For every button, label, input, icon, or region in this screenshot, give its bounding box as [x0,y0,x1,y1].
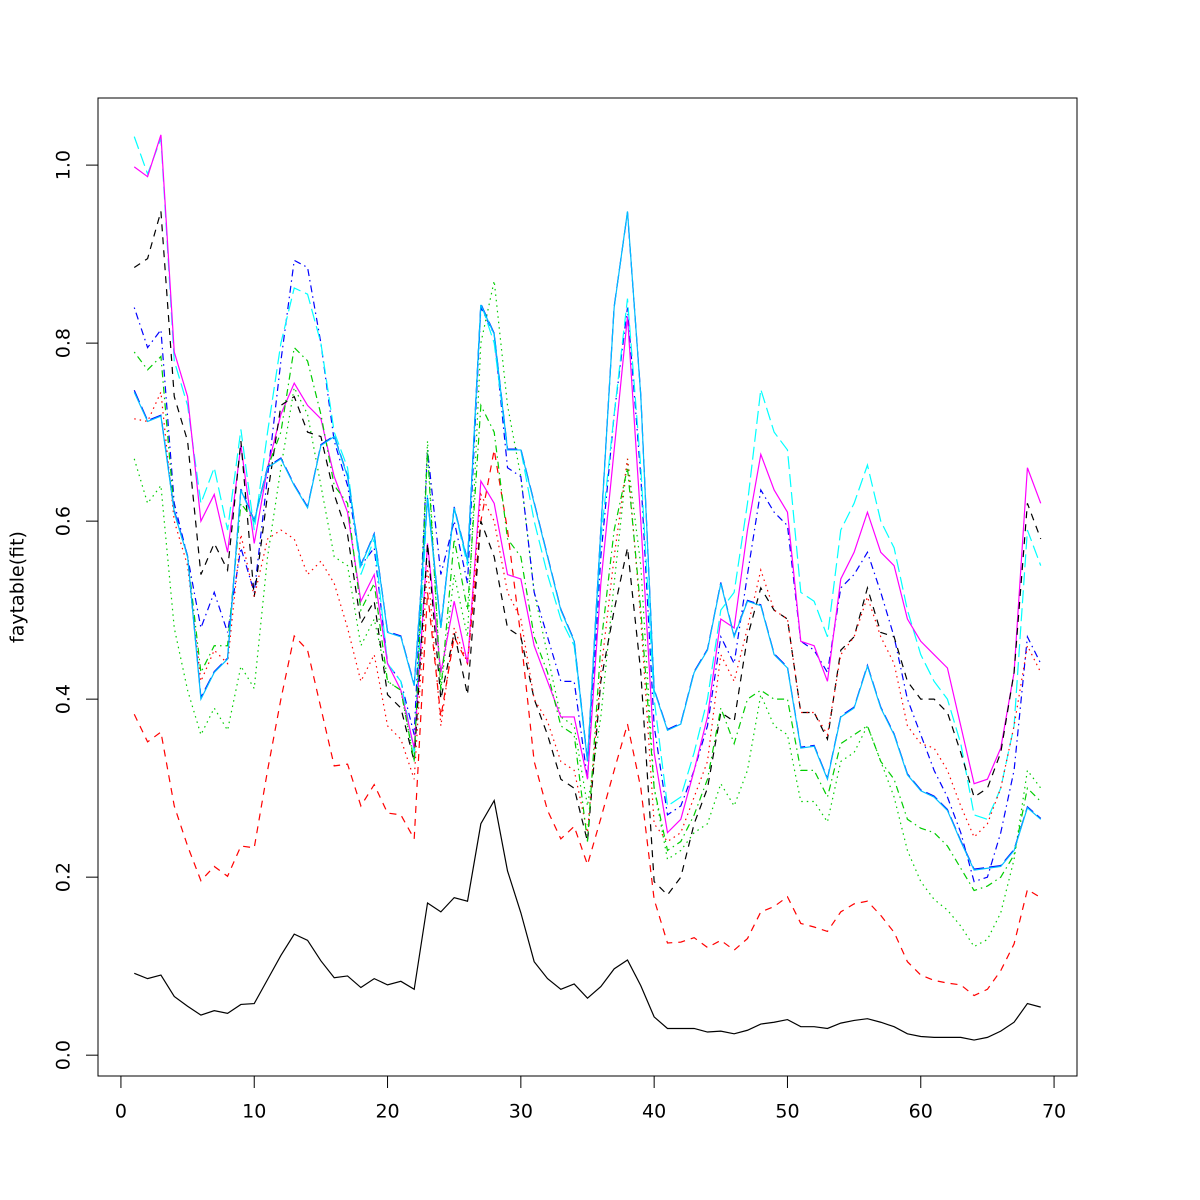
series-line [133,211,1042,871]
y-tick-label: 0.8 [53,328,75,358]
y-axis-label: faytable(fit) [7,531,29,643]
x-tick-label: 20 [375,1101,399,1123]
x-tick-label: 40 [642,1101,666,1123]
x-tick-label: 50 [775,1101,799,1123]
x-tick-label: 30 [509,1101,533,1123]
series-line [133,280,1042,948]
series-line [133,259,1042,883]
series-line [133,211,1042,896]
series-line [133,449,1042,997]
y-tick-label: 1.0 [53,150,75,180]
y-tick-label: 0.4 [53,684,75,714]
plot-frame [97,97,1078,1077]
x-tick-label: 10 [242,1101,266,1123]
y-tick-label: 0.0 [53,1040,75,1070]
y-tick-label: 0.6 [53,506,75,536]
y-tick-label: 0.2 [53,862,75,892]
series-line [133,346,1042,892]
x-tick-label: 0 [115,1101,127,1123]
series-line [134,798,1041,1041]
x-tick-label: 70 [1042,1101,1066,1123]
series-line [133,134,1042,834]
x-tick-label: 60 [909,1101,933,1123]
